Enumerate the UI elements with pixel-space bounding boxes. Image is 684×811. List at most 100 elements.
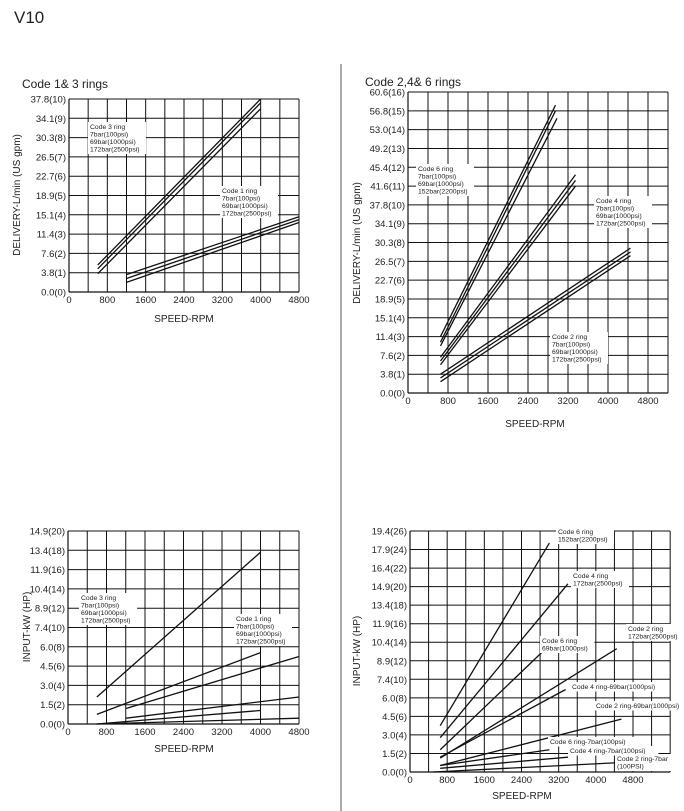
x-tick-label: 1600 [477,396,498,407]
annotation-background [540,636,595,653]
annotation: Code 6 ring7bar(100psi)69bar(1000psi)152… [416,164,474,196]
chart-title: Code 1& 3 rings [22,77,108,91]
annotation-text: 172bar(2500psi) [573,581,623,588]
annotation-text: Code 2 ring [628,626,663,633]
annotation-text: Code 1 ring [222,188,257,195]
y-tick-label: 13.4(18) [372,601,407,612]
y-tick-label: 19.4(26) [372,527,407,538]
annotation-background [615,754,677,771]
x-tick-label: 4800 [622,775,643,786]
annotation-background [568,746,659,756]
page-title: V10 [14,8,45,27]
x-tick-label: 1600 [135,295,156,306]
annotation-background [594,196,652,228]
chart-1: 0.0(0) 3.8(1) 7.6(2) 11.4(3) 15.1(4) 18.9(5) 2… [12,77,310,325]
y-tick-label: 6.0(8) [382,693,407,704]
annotation-text: 172bar(2500psi) [222,211,272,218]
y-tick-label: 1.5(2) [382,749,407,760]
annotation-background [594,701,684,711]
x-tick-label: 4800 [288,295,309,306]
x-tick-label: 0 [66,295,71,306]
y-tick-label: 3.0(4) [40,681,65,692]
x-tick-label: 2400 [511,775,532,786]
y-tick-label: 6.0(8) [40,642,65,653]
x-tick-label: 0 [65,727,70,738]
series-line [433,762,617,773]
annotation-text: 7bar(100psi) [81,603,119,610]
x-tick-label: 1600 [474,775,495,786]
chart-3: 0.0(0) 1.5(2) 3.0(4) 4.5(6) 6.0(8) 7.4(10) 8.9… [22,527,310,756]
y-tick-label: 8.9(12) [35,604,65,615]
series-line [97,102,262,270]
annotation-text: Code 2 ring [552,334,587,341]
series-line [440,247,631,375]
series-line [126,219,300,280]
annotation: Code 2 ring-69bar(1000psi) [594,701,684,711]
y-tick-label: 11.9(16) [30,565,65,576]
series-line [126,216,300,276]
annotation-text: 152bar(2200psi) [418,189,468,196]
y-tick-label: 7.6(2) [380,351,405,362]
annotation-background [571,571,629,588]
chart-title: Code 2,4& 6 rings [365,75,461,89]
annotation-text: 7bar(100psi) [236,624,274,631]
x-tick-label: 3200 [557,396,578,407]
x-tick-label: 4000 [585,775,606,786]
annotation: Code 4 ring-69bar(1000psi) [570,682,668,692]
series-line [440,749,550,767]
annotation-text: 152bar(2200psi) [558,537,608,544]
annotation-text: 69bar(1000psi) [418,181,464,188]
x-tick-label: 4800 [637,396,658,407]
annotation-text: 7bar(100psi) [596,206,634,213]
annotation-text: Code 2 ring-69bar(1000psi) [596,703,679,710]
series-line [96,709,261,725]
annotation-text: 172bar(2500psi) [552,357,602,364]
x-tick-label: 2400 [173,727,194,738]
y-tick-label: 13.4(18) [30,546,65,557]
annotation: Code 1 ring7bar(100psi)69bar(1000psi)172… [234,614,292,646]
annotation: Code 4 ring-7bar(100psi) [568,746,659,756]
annotation-text: Code 1 ring [236,616,271,623]
y-tick-label: 11.4(3) [37,230,66,241]
series-line [97,108,262,275]
annotation-text: 69bar(1000psi) [596,213,642,220]
annotation-text: Code 4 ring [596,198,631,205]
y-tick-label: 37.8(10) [31,95,66,106]
annotation: Code 6 ring-7bar(100psi) [548,737,639,747]
series-line [439,688,566,758]
annotation-background [556,527,614,544]
y-tick-label: 11.4(3) [376,332,405,343]
chart-4: 0.0(0) 1.5(2) 3.0(4) 4.5(6) 6.0(8) 7.4(10) 8.9… [352,527,684,802]
y-tick-label: 30.3(8) [375,238,405,249]
annotation-text: Code 4 ring [573,573,608,580]
annotation: Code 2 ring7bar(100psi)69bar(1000psi)172… [550,332,608,364]
annotation-text: 69bar(1000psi) [552,349,598,356]
x-tick-label: 3200 [212,295,233,306]
x-tick-label: 2400 [517,396,538,407]
x-tick-label: 4000 [250,295,271,306]
annotation-text: 7bar(100psi) [222,196,260,203]
annotation-text: 172bar(2500psi) [236,639,286,646]
series-line [439,104,557,337]
annotation-text: Code 6 ring [558,529,593,536]
y-tick-label: 30.3(8) [36,133,66,144]
y-tick-label: 18.9(5) [36,191,66,202]
x-tick-label: 2400 [173,295,194,306]
x-tick-label: 0 [407,775,412,786]
annotation-text: 69bar(1000psi) [81,610,127,617]
series-line [96,717,300,725]
annotation-text: 69bar(1000psi) [222,203,268,210]
annotation-background [626,624,684,641]
annotation-text: Code 4 ring-69bar(1000psi) [572,684,655,691]
x-tick-label: 800 [99,295,115,306]
y-tick-label: 0.0(0) [40,720,65,731]
annotation-text: 172bar(2500psi) [81,618,131,625]
annotation: Code 3 ring7bar(100psi)69bar(1000psi)172… [88,122,146,154]
y-tick-label: 7.4(10) [35,623,65,634]
y-tick-label: 0.0(0) [382,768,407,779]
series-line [439,648,618,759]
series-line [440,718,622,767]
series-line [125,696,300,719]
